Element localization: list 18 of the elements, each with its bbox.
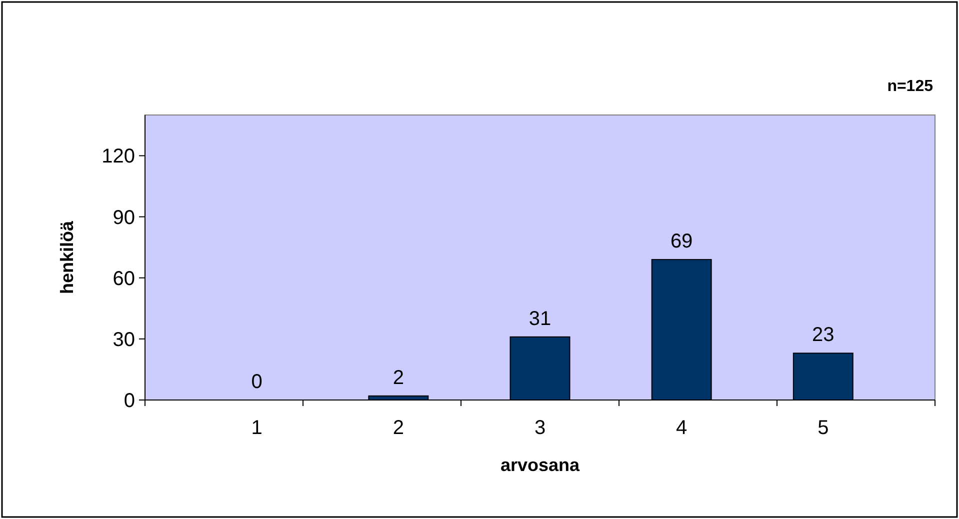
x-tick-label: 5: [818, 417, 829, 439]
y-axis-title: henkilöä: [57, 220, 77, 294]
x-tick-label: 4: [676, 417, 688, 439]
data-label: 31: [528, 308, 552, 330]
text: n=125: [887, 78, 934, 95]
data-label: 69: [670, 230, 693, 253]
y-tick-label: 0: [124, 390, 135, 412]
x-tick-label: 3: [534, 417, 546, 439]
x-tick-label: 2: [392, 417, 404, 439]
y-tick-label: 60: [112, 268, 135, 290]
data-label: 0: [251, 371, 262, 393]
y-tick-label: 90: [112, 206, 135, 229]
y-tick-label: 120: [102, 146, 135, 168]
x-tick-label: 1: [251, 417, 262, 439]
data-label: 23: [812, 324, 834, 346]
data-label: 2: [392, 366, 404, 389]
y-tick-label: 30: [112, 328, 135, 351]
x-axis-title: arvosana: [500, 455, 581, 475]
